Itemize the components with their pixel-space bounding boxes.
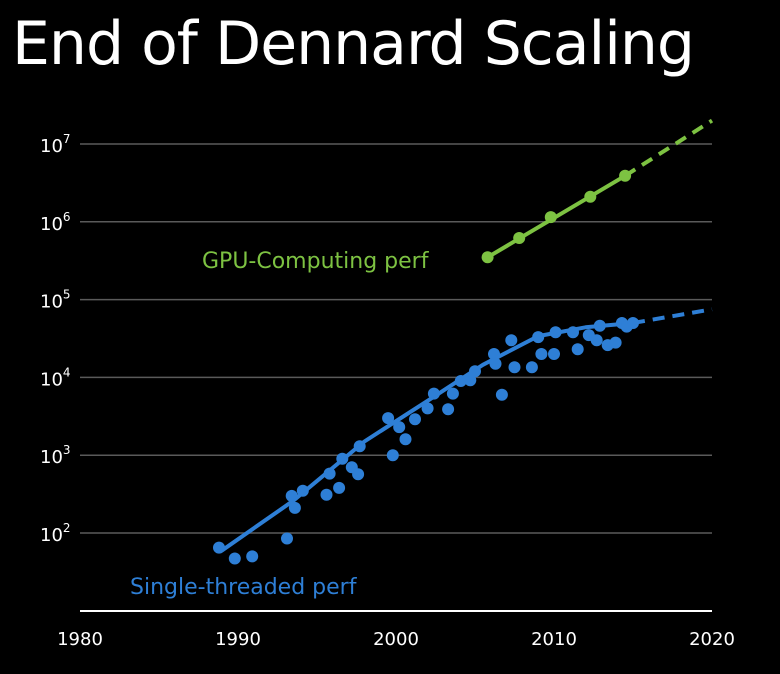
data-point: [427, 387, 440, 400]
data-point: [333, 481, 346, 494]
data-point: [323, 467, 336, 480]
data-point: [593, 319, 606, 332]
data-point: [571, 343, 584, 356]
data-point: [296, 484, 309, 497]
y-tick-label: 104: [40, 365, 71, 390]
data-point: [409, 413, 421, 426]
data-point: [584, 190, 597, 203]
data-point: [288, 501, 301, 514]
series-cpu: [213, 307, 713, 565]
series-layer: [213, 118, 714, 565]
data-point: [535, 348, 548, 360]
data-point: [421, 402, 434, 415]
data-point: [488, 348, 500, 360]
chart-title: End of Dennard Scaling: [12, 9, 695, 79]
data-point: [590, 334, 603, 347]
data-point: [513, 232, 526, 244]
data-point: [382, 412, 395, 425]
x-tick-label: 1990: [215, 629, 261, 650]
trend-line: [220, 321, 635, 553]
x-tick-label: 2010: [531, 629, 577, 650]
data-point: [548, 348, 560, 360]
data-point: [228, 552, 241, 565]
data-point: [352, 468, 365, 481]
legend-single-threaded-perf: Single-threaded perf: [130, 575, 358, 600]
data-point: [454, 375, 467, 387]
data-point: [469, 365, 481, 378]
x-tick-label: 2000: [373, 629, 419, 650]
data-point: [386, 449, 399, 462]
data-point: [336, 452, 349, 465]
y-tick-label: 103: [40, 443, 71, 468]
data-point: [508, 361, 521, 374]
y-tick-label: 105: [40, 288, 71, 313]
y-tick-label: 107: [40, 132, 71, 157]
projection-line: [632, 307, 713, 325]
data-point: [525, 361, 538, 374]
data-point: [442, 403, 455, 416]
data-point: [544, 211, 557, 224]
data-point: [609, 336, 622, 349]
data-point: [353, 440, 366, 453]
data-point: [399, 433, 412, 446]
data-point: [532, 331, 545, 344]
series-gpu: [481, 118, 714, 264]
data-point: [246, 550, 259, 563]
legend-gpu-computing-perf: GPU-Computing perf: [202, 249, 430, 274]
projection-line: [624, 118, 714, 178]
x-axis-tick-labels: 1980 1990 2000 2010 2020: [57, 629, 735, 650]
data-point: [619, 169, 632, 182]
data-point: [320, 488, 333, 501]
y-axis-tick-labels: 102 103 104 105 106 107: [40, 132, 71, 546]
data-point: [481, 251, 494, 264]
x-tick-label: 2020: [689, 629, 735, 650]
data-point: [495, 388, 508, 401]
data-point: [627, 317, 639, 329]
data-point: [446, 387, 459, 400]
data-point: [213, 541, 225, 554]
y-tick-label: 102: [40, 521, 71, 546]
data-point: [464, 374, 477, 387]
data-point: [489, 357, 502, 370]
data-point: [505, 334, 518, 347]
data-point: [567, 326, 579, 339]
x-tick-label: 1980: [57, 629, 103, 650]
y-tick-label: 106: [40, 210, 71, 235]
data-point: [549, 326, 562, 339]
data-point: [393, 421, 406, 434]
data-point: [285, 489, 298, 502]
data-point: [281, 532, 293, 545]
